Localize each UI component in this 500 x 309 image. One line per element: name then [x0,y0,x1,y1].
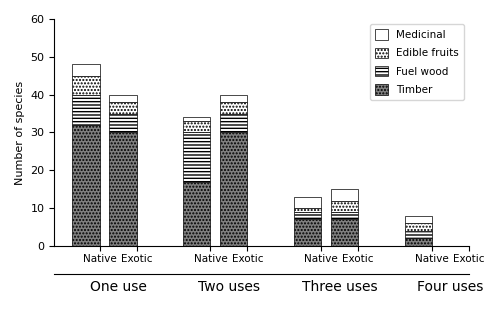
Bar [72,64,100,76]
Bar [72,95,100,125]
Bar [405,223,432,231]
Bar [294,212,322,219]
Bar [294,208,322,212]
Bar [331,219,358,246]
Bar [183,182,210,246]
Bar [183,117,210,121]
Bar [220,102,248,114]
Bar [110,114,136,133]
Bar [294,197,322,208]
Y-axis label: Number of species: Number of species [15,80,25,184]
Bar [183,121,210,133]
Bar [110,102,136,114]
Bar [405,239,432,246]
Bar [220,114,248,133]
Bar [405,216,432,223]
Bar [405,231,432,239]
Bar [220,133,248,246]
Bar [220,95,248,102]
Bar [72,125,100,246]
Bar [331,201,358,212]
Bar [294,219,322,246]
Bar [110,133,136,246]
Bar [331,212,358,219]
Legend: Medicinal, Edible fruits, Fuel wood, Timber: Medicinal, Edible fruits, Fuel wood, Tim… [370,24,464,100]
Bar [331,189,358,201]
Bar [72,76,100,95]
Bar [183,133,210,182]
Bar [110,95,136,102]
